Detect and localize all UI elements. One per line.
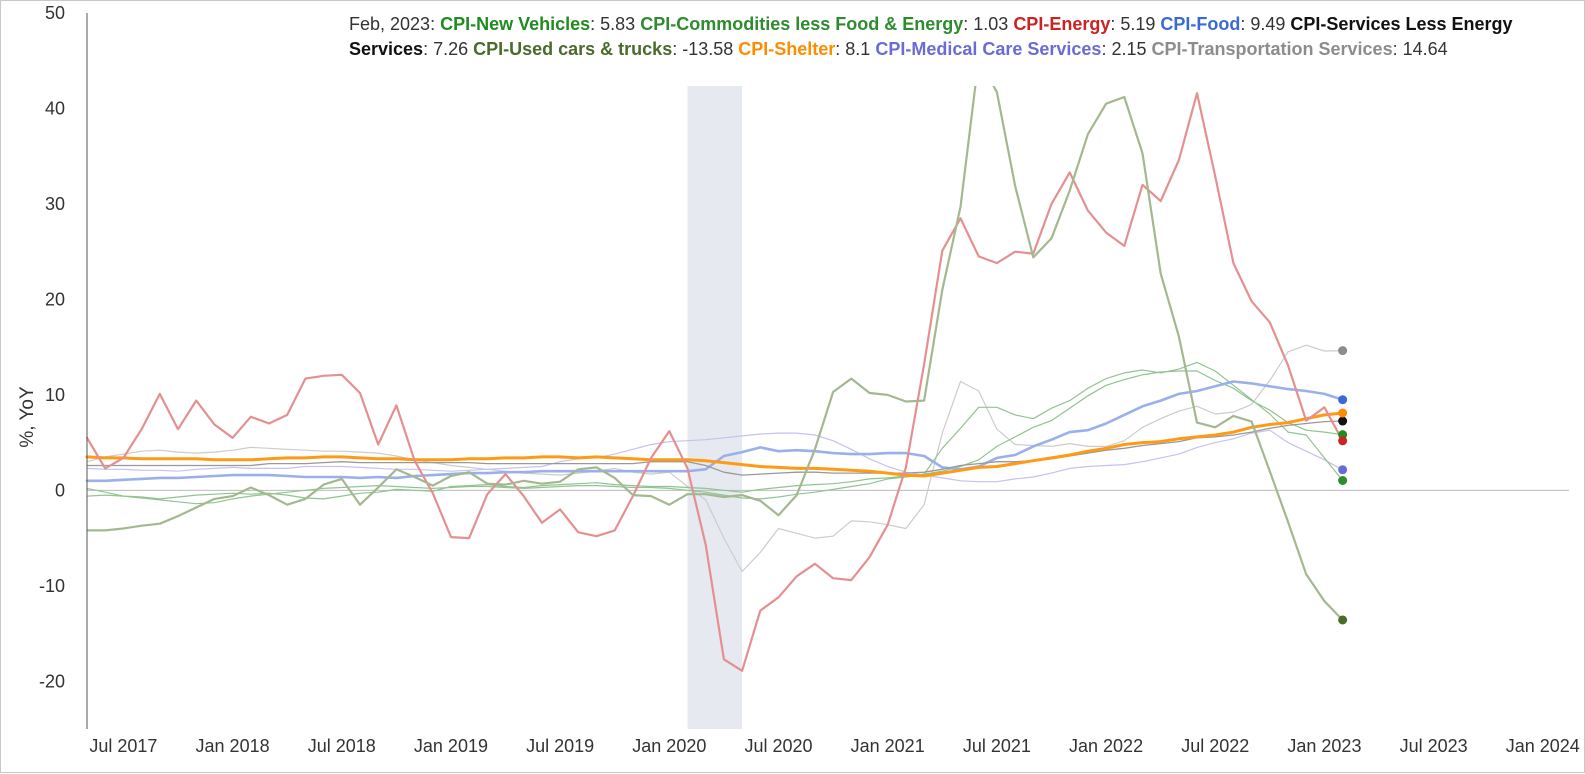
series-line [86, 344, 1344, 573]
series-line [85, 411, 1345, 478]
legend-series-name: CPI-New Vehicles [440, 14, 591, 34]
legend-item: CPI-Used cars & trucks: -13.58 [473, 39, 738, 59]
y-tick-label: 40 [45, 98, 65, 118]
x-tick-label: Jul 2022 [1181, 736, 1249, 756]
y-tick-label: 50 [45, 3, 65, 23]
legend-item: CPI-Services Less Energy Services: 7.26 [349, 14, 1513, 59]
recession-band [687, 86, 743, 729]
legend-series-name: CPI-Shelter [738, 39, 836, 59]
x-tick-label: Jan 2022 [1069, 736, 1143, 756]
series-line [86, 420, 1344, 476]
series-end-marker [1338, 416, 1348, 426]
series-line [86, 361, 1344, 505]
legend-series-value: : 14.64 [1392, 39, 1448, 59]
legend-series-name: CPI-Medical Care Services [875, 39, 1102, 59]
legend-item: CPI-Food: 9.49 [1160, 14, 1290, 34]
x-tick-label: Jan 2023 [1287, 736, 1361, 756]
legend-series-value: : 2.15 [1101, 39, 1152, 59]
legend-item: CPI-New Vehicles: 5.83 [440, 14, 640, 34]
y-tick-label: 10 [45, 385, 65, 405]
x-tick-label: Jan 2018 [196, 736, 270, 756]
legend-series-value: : 5.19 [1110, 14, 1161, 34]
series-end-marker [1338, 465, 1348, 475]
x-tick-label: Jan 2020 [632, 736, 706, 756]
y-tick-label: -20 [39, 671, 65, 691]
legend-item: CPI-Commodities less Food & Energy: 1.03 [640, 14, 1013, 34]
series-line [85, 92, 1344, 672]
series-end-marker [1338, 408, 1348, 418]
legend-date: Feb, 2023 [349, 14, 431, 34]
series-end-marker [1338, 615, 1348, 625]
legend-series-value: : 8.1 [835, 39, 876, 59]
series-line [87, 86, 1344, 622]
series-end-marker [1338, 476, 1348, 486]
x-tick-label: Jan 2021 [851, 736, 925, 756]
y-tick-label: 20 [45, 289, 65, 309]
legend-series-value: : 1.03 [963, 14, 1014, 34]
y-tick-label: 0 [55, 480, 65, 500]
legend-item: CPI-Shelter: 8.1 [738, 39, 875, 59]
series-end-marker [1338, 436, 1348, 446]
x-tick-label: Jul 2020 [744, 736, 812, 756]
y-axis-label: %, YoY [17, 386, 38, 448]
x-tick-label: Jul 2017 [89, 736, 157, 756]
x-tick-label: Jul 2023 [1400, 736, 1468, 756]
x-tick-label: Jul 2021 [963, 736, 1031, 756]
x-tick-label: Jan 2024 [1506, 736, 1580, 756]
legend: Feb, 2023: CPI-New Vehicles: 5.83 CPI-Co… [349, 14, 1513, 59]
legend-item: CPI-Transportation Services: 14.64 [1152, 39, 1448, 59]
legend-series-value: : 7.26 [423, 39, 474, 59]
legend-series-name: CPI-Commodities less Food & Energy [640, 14, 964, 34]
legend-series-name: CPI-Energy [1013, 14, 1111, 34]
legend-item: CPI-Energy: 5.19 [1013, 14, 1160, 34]
legend-series-name: CPI-Food [1160, 14, 1241, 34]
legend-series-name: CPI-Used cars & trucks [473, 39, 673, 59]
legend-series-name: CPI-Services Less Energy Services [349, 14, 1513, 59]
x-tick-label: Jul 2018 [308, 736, 376, 756]
y-tick-label: 30 [45, 194, 65, 214]
legend-series-name: CPI-Transportation Services [1151, 39, 1393, 59]
legend-series-value: : 5.83 [590, 14, 641, 34]
series-end-marker [1338, 395, 1348, 405]
series-line [86, 370, 1344, 500]
x-tick-label: Jul 2019 [526, 736, 594, 756]
y-tick-label: -10 [39, 576, 65, 596]
series-end-marker [1338, 346, 1348, 356]
x-tick-label: Jan 2019 [414, 736, 488, 756]
series-line [86, 429, 1344, 483]
legend-series-value: : -13.58 [672, 39, 739, 59]
legend-item: CPI-Medical Care Services: 2.15 [875, 39, 1151, 59]
legend-series-value: : 9.49 [1240, 14, 1291, 34]
